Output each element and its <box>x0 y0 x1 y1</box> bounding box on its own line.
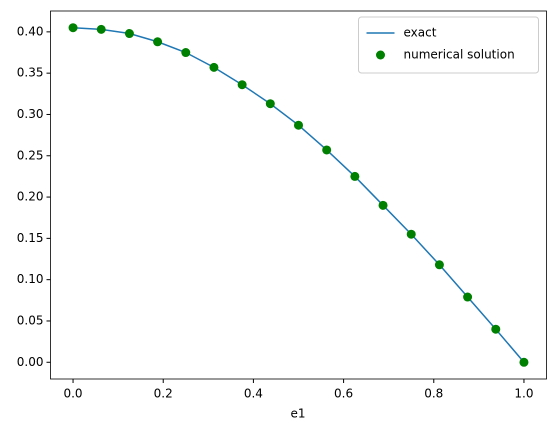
data-point <box>322 145 332 155</box>
series-line <box>73 26 525 363</box>
x-tick-label: 1.0 <box>514 387 533 401</box>
y-tick-label: 0.10 <box>17 272 44 286</box>
data-point <box>209 62 219 72</box>
data-point <box>406 229 416 239</box>
data-point <box>181 48 191 58</box>
data-point <box>96 24 106 34</box>
data-point <box>124 29 134 39</box>
y-tick-label: 0.05 <box>17 313 44 327</box>
data-point <box>378 200 388 210</box>
data-point <box>491 324 501 334</box>
x-tick-label: 0.4 <box>244 387 263 401</box>
legend-label: exact <box>404 26 437 40</box>
axes-frame <box>50 10 547 380</box>
data-point <box>265 99 275 109</box>
data-point <box>153 37 163 47</box>
y-tick-label: 0.25 <box>17 148 44 162</box>
data-point <box>463 292 473 302</box>
x-tick-label: 0.0 <box>63 387 82 401</box>
x-tick-label: 0.8 <box>424 387 443 401</box>
data-point <box>294 120 303 130</box>
y-tick-label: 0.20 <box>17 190 44 204</box>
x-axis-label: e1 <box>290 407 305 421</box>
y-tick-label: 0.35 <box>17 66 44 80</box>
data-point <box>68 23 78 33</box>
data-point <box>519 357 529 367</box>
y-tick-label: 0.30 <box>17 107 44 121</box>
data-point <box>237 80 247 90</box>
legend-marker <box>376 50 385 60</box>
x-tick-label: 0.2 <box>154 387 173 401</box>
legend-box <box>358 16 539 74</box>
x-tick-label: 0.6 <box>334 387 353 401</box>
y-tick-label: 0.00 <box>17 355 44 369</box>
legend-label: numerical solution <box>404 48 515 62</box>
data-point <box>434 260 444 270</box>
y-tick-label: 0.40 <box>17 24 44 38</box>
data-point <box>350 171 360 181</box>
y-tick-label: 0.15 <box>17 231 44 245</box>
